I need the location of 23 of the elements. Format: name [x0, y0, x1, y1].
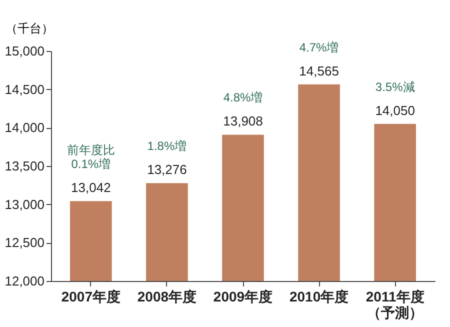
y-tick-label: 13,500: [4, 158, 44, 174]
x-tick-label: 2008年度: [137, 288, 197, 304]
y-axis-title: （千台）: [6, 22, 54, 36]
y-tick-label: 12,500: [4, 235, 44, 250]
y-tick-label: 15,000: [4, 44, 44, 58]
y-tick-label: 14,500: [4, 82, 44, 97]
x-tick-label: 2010年度: [289, 288, 349, 304]
data-label: 14,565: [299, 63, 339, 78]
annotation: 1.8%増: [147, 139, 187, 154]
data-label: 13,042: [71, 180, 111, 196]
annotation: 4.7%増: [299, 40, 339, 54]
annotation: 前年度比 0.1%増: [66, 143, 115, 172]
y-tick-label: 12,000: [4, 274, 44, 288]
y-tick-label: 13,000: [4, 196, 44, 212]
annotation: 3.5%減: [375, 80, 415, 94]
x-tick-label: 2011年度（予測）: [366, 288, 424, 320]
x-tick-label: 2007年度: [61, 288, 120, 304]
annotation: 4.8%増: [223, 90, 263, 105]
data-label: 13,276: [147, 162, 187, 178]
data-label: 14,050: [375, 102, 415, 118]
data-label: 13,908: [223, 114, 263, 129]
y-tick-label: 14,000: [4, 120, 44, 136]
x-tick-label: 2009年度: [213, 288, 273, 304]
